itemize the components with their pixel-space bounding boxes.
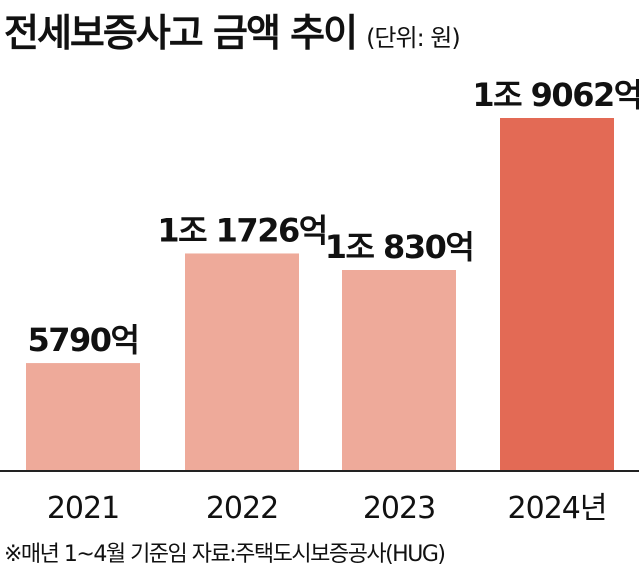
data-label-2022: 1조 1726억 [157,211,326,249]
x-tick-2021: 2021 [47,491,119,526]
x-tick-2024년: 2024년 [508,491,607,526]
title-text: 전세보증사고 금액 추이 [4,11,358,55]
bar-2024년 [500,118,614,470]
data-label-2021: 5790억 [27,321,138,359]
footnote: ※매년 1~4월 기준임 자료:주택도시보증공사(HUG) [4,542,446,567]
bar-2022 [185,253,299,470]
bar-2021 [26,363,140,470]
data-label-2023: 1조 830억 [325,228,474,266]
x-tick-2022: 2022 [206,491,278,526]
bar-2023 [342,270,456,470]
data-label-2024년: 1조 9062억 [472,76,639,114]
x-tick-2023: 2023 [363,491,435,526]
unit-label: (단위: 원) [366,24,461,52]
chart-title: 전세보증사고 금액 추이 (단위: 원) [4,2,461,57]
